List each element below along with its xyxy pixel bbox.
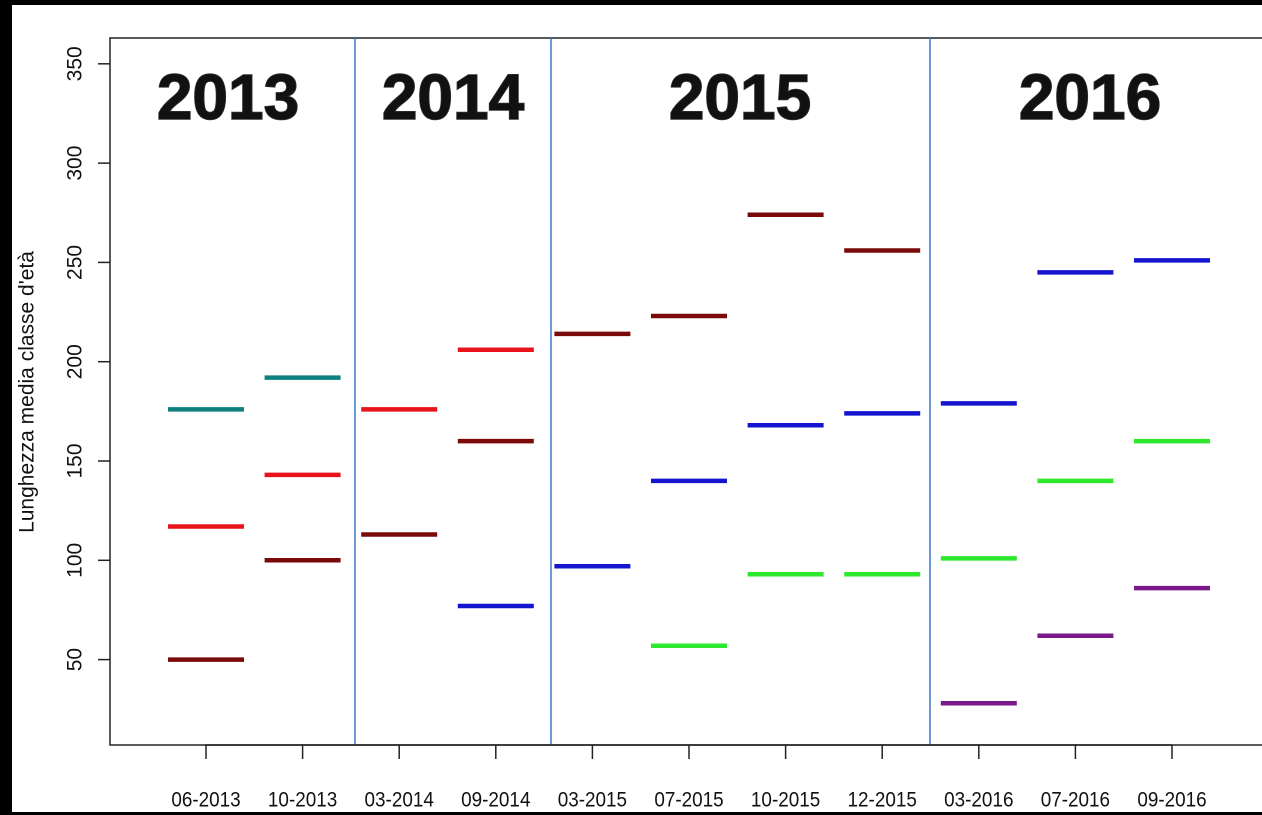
x-tick-label: 10-2013: [268, 789, 337, 812]
y-tick-label: 250: [64, 245, 87, 280]
y-tick-label: 50: [64, 648, 87, 671]
year-annotation: 2015: [669, 61, 811, 133]
x-tick-label: 03-2015: [558, 789, 627, 812]
year-annotation: 2014: [382, 61, 525, 133]
x-tick-label: 07-2015: [654, 789, 723, 812]
y-tick-label: 200: [64, 344, 87, 379]
x-tick-label: 10-2015: [751, 789, 820, 812]
x-tick-label: 09-2016: [1137, 789, 1206, 812]
year-annotation: 2016: [1019, 61, 1161, 133]
x-tick-label: 03-2014: [365, 789, 434, 812]
year-annotation: 2013: [157, 61, 299, 133]
x-tick-label: 09-2014: [461, 789, 530, 812]
y-tick-label: 100: [64, 543, 87, 578]
y-tick-label: 300: [64, 146, 87, 181]
x-tick-label: 03-2016: [944, 789, 1013, 812]
x-tick-label: 07-2016: [1041, 789, 1110, 812]
y-tick-label: 350: [64, 46, 87, 81]
y-axis-label: Lunghezza media classe d'età: [16, 251, 39, 533]
x-tick-label: 06-2013: [171, 789, 240, 812]
y-tick-label: 150: [64, 443, 87, 478]
x-tick-label: 12-2015: [848, 789, 917, 812]
